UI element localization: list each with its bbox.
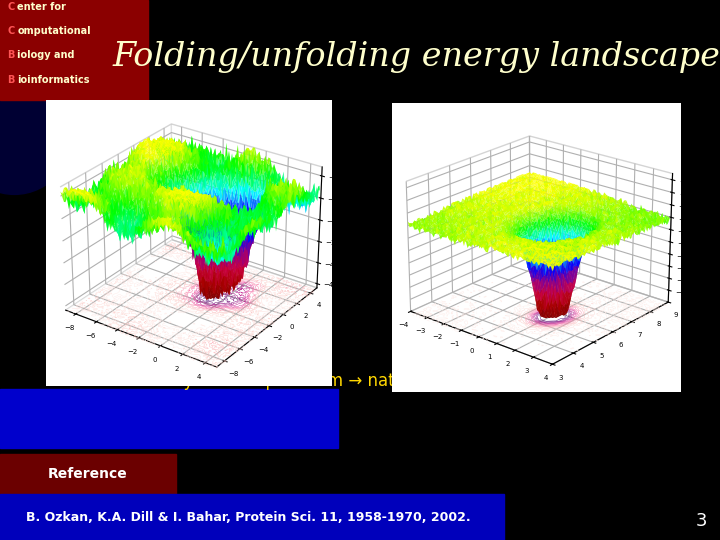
Text: B: B: [7, 75, 14, 85]
Text: C: C: [7, 26, 14, 36]
Text: Folding/unfolding energy landscapes: Folding/unfolding energy landscapes: [112, 40, 720, 73]
Text: enter for: enter for: [17, 2, 66, 12]
Text: C: C: [7, 2, 14, 12]
Text: 3: 3: [696, 512, 707, 530]
Text: Thermodynamic equilibrium → native state has lowest free energy: Thermodynamic equilibrium → native state…: [109, 372, 662, 390]
Bar: [0, 494, 504, 540]
Text: omputational: omputational: [17, 26, 91, 36]
Bar: [0, 454, 176, 494]
Text: Reference: Reference: [48, 467, 127, 481]
Text: ioinformatics: ioinformatics: [17, 75, 90, 85]
Text: B. Ozkan, K.A. Dill & I. Bahar, Protein Sci. 11, 1958-1970, 2002.: B. Ozkan, K.A. Dill & I. Bahar, Protein …: [26, 511, 471, 524]
Text: B: B: [7, 50, 14, 60]
Bar: [0, 389, 720, 540]
Text: iology and: iology and: [17, 50, 75, 60]
Bar: [0, 389, 338, 448]
Bar: [0, 0, 148, 100]
Ellipse shape: [0, 43, 79, 194]
